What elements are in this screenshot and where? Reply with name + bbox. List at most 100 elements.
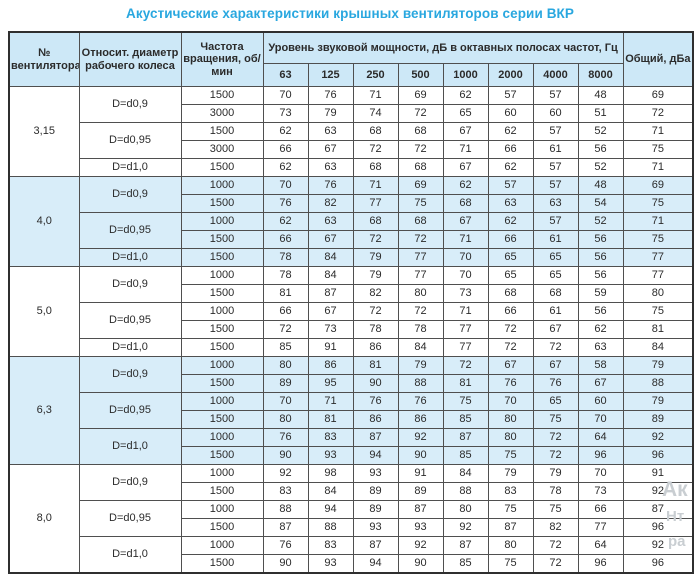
header-freq-250: 250: [352, 63, 399, 87]
cell-level: 79: [352, 248, 399, 267]
cell-level: 56: [577, 230, 624, 249]
table-row: 1500 72 73 78 78 77 72 67 62 81: [9, 320, 694, 339]
cell-fan: 3,15: [8, 86, 80, 177]
cell-total: 77: [622, 248, 694, 267]
cell-level: 57: [532, 212, 579, 231]
cell-level: 63: [577, 338, 624, 357]
cell-level: 60: [532, 104, 579, 123]
table-row: D=d0,95 1000 88 94 89 87 80 75 75 66 87: [9, 500, 694, 537]
cell-diameter: D=d0,95: [78, 302, 182, 339]
cell-level: 72: [532, 446, 579, 465]
table-row: D=d0,95 1000 66 67 72 72 71 66 61 56 75: [9, 302, 694, 339]
cell-level: 76: [397, 392, 444, 411]
cell-level: 84: [442, 464, 489, 483]
cell-fan: 6,3: [8, 356, 80, 465]
cell-level: 87: [352, 428, 399, 447]
cell-level: 75: [487, 446, 534, 465]
cell-level: 69: [397, 176, 444, 195]
cell-level: 48: [577, 86, 624, 105]
cell-level: 75: [442, 392, 489, 411]
cell-level: 65: [532, 266, 579, 285]
table-row: 5,0 D=d0,9 1000 78 84 79 77 70 65 65 56 77: [8, 266, 694, 357]
cell-level: 60: [487, 104, 534, 123]
cell-level: 59: [577, 284, 624, 303]
header-row-frequencies: 63 125 250 500 1000 2000 4000 8000: [9, 63, 693, 87]
cell-level: 67: [442, 212, 489, 231]
table-row: 4,0 D=d0,9 1000 70 76 71 69 62 57 57 48 69: [8, 176, 694, 267]
cell-total: 92: [622, 482, 694, 501]
cell-level: 80: [442, 500, 489, 519]
watermark-text: ра: [668, 533, 686, 550]
cell-level: 62: [487, 122, 534, 141]
cell-speed: 1000: [180, 302, 264, 321]
cell-level: 56: [577, 266, 624, 285]
cell-level: 90: [262, 554, 309, 573]
cell-level: 88: [442, 482, 489, 501]
cell-level: 65: [487, 266, 534, 285]
header-rotation-speed: Частота вращения, об/мин: [180, 31, 264, 87]
table-row: 1500 87 88 93 93 92 87 82 77 96: [9, 518, 694, 537]
cell-level: 87: [262, 518, 309, 537]
cell-level: 90: [352, 374, 399, 393]
cell-level: 73: [307, 320, 354, 339]
table-row: 1500 76 82 77 75 68 63 63 54 75: [9, 194, 694, 213]
cell-level: 76: [532, 374, 579, 393]
cell-level: 78: [262, 266, 309, 285]
cell-level: 72: [397, 230, 444, 249]
cell-total: 96: [622, 554, 694, 573]
cell-level: 84: [307, 266, 354, 285]
cell-speed: 1500: [180, 338, 264, 357]
cell-level: 80: [397, 284, 444, 303]
cell-speed: 1500: [180, 230, 264, 249]
cell-level: 79: [307, 104, 354, 123]
cell-level: 87: [487, 518, 534, 537]
cell-level: 90: [262, 446, 309, 465]
cell-level: 86: [307, 356, 354, 375]
cell-diameter: D=d0,95: [78, 392, 182, 429]
cell-level: 71: [352, 86, 399, 105]
cell-level: 72: [442, 356, 489, 375]
cell-level: 96: [577, 446, 624, 465]
watermark-text: Ак: [662, 478, 688, 501]
cell-speed: 1500: [180, 410, 264, 429]
cell-level: 68: [352, 158, 399, 177]
cell-level: 70: [262, 392, 309, 411]
cell-level: 82: [532, 518, 579, 537]
cell-level: 92: [397, 428, 444, 447]
table-body: 3,15 D=d0,9 1500 70 76 71 69 62 57 57 48 69 3000 73 79…: [8, 86, 694, 573]
cell-diameter: D=d0,9: [78, 266, 182, 303]
cell-level: 62: [262, 122, 309, 141]
cell-level: 77: [397, 248, 444, 267]
cell-level: 73: [577, 482, 624, 501]
cell-total: 75: [622, 230, 694, 249]
cell-speed: 1500: [180, 482, 264, 501]
cell-level: 67: [532, 320, 579, 339]
cell-level: 85: [262, 338, 309, 357]
cell-level: 72: [352, 230, 399, 249]
cell-level: 68: [532, 284, 579, 303]
cell-diameter: D=d1,0: [78, 158, 182, 177]
cell-level: 72: [262, 320, 309, 339]
cell-level: 67: [442, 122, 489, 141]
cell-level: 65: [442, 104, 489, 123]
header-freq-2000: 2000: [487, 63, 534, 87]
cell-speed: 1000: [180, 536, 264, 555]
cell-level: 68: [352, 212, 399, 231]
cell-level: 71: [442, 230, 489, 249]
cell-level: 72: [352, 140, 399, 159]
cell-level: 51: [577, 104, 624, 123]
cell-level: 93: [352, 518, 399, 537]
table-row: 1500 81 87 82 80 73 68 68 59 80: [9, 284, 694, 303]
cell-level: 67: [532, 356, 579, 375]
cell-speed: 1500: [180, 518, 264, 537]
cell-level: 72: [532, 428, 579, 447]
table-row: 8,0 D=d0,9 1000 92 98 93 91 84 79 79 70 91: [8, 464, 694, 573]
cell-level: 85: [442, 554, 489, 573]
cell-speed: 1500: [180, 320, 264, 339]
cell-level: 76: [352, 392, 399, 411]
cell-level: 86: [397, 410, 444, 429]
header-freq-500: 500: [397, 63, 444, 87]
cell-level: 95: [307, 374, 354, 393]
cell-level: 63: [307, 212, 354, 231]
cell-level: 65: [487, 248, 534, 267]
